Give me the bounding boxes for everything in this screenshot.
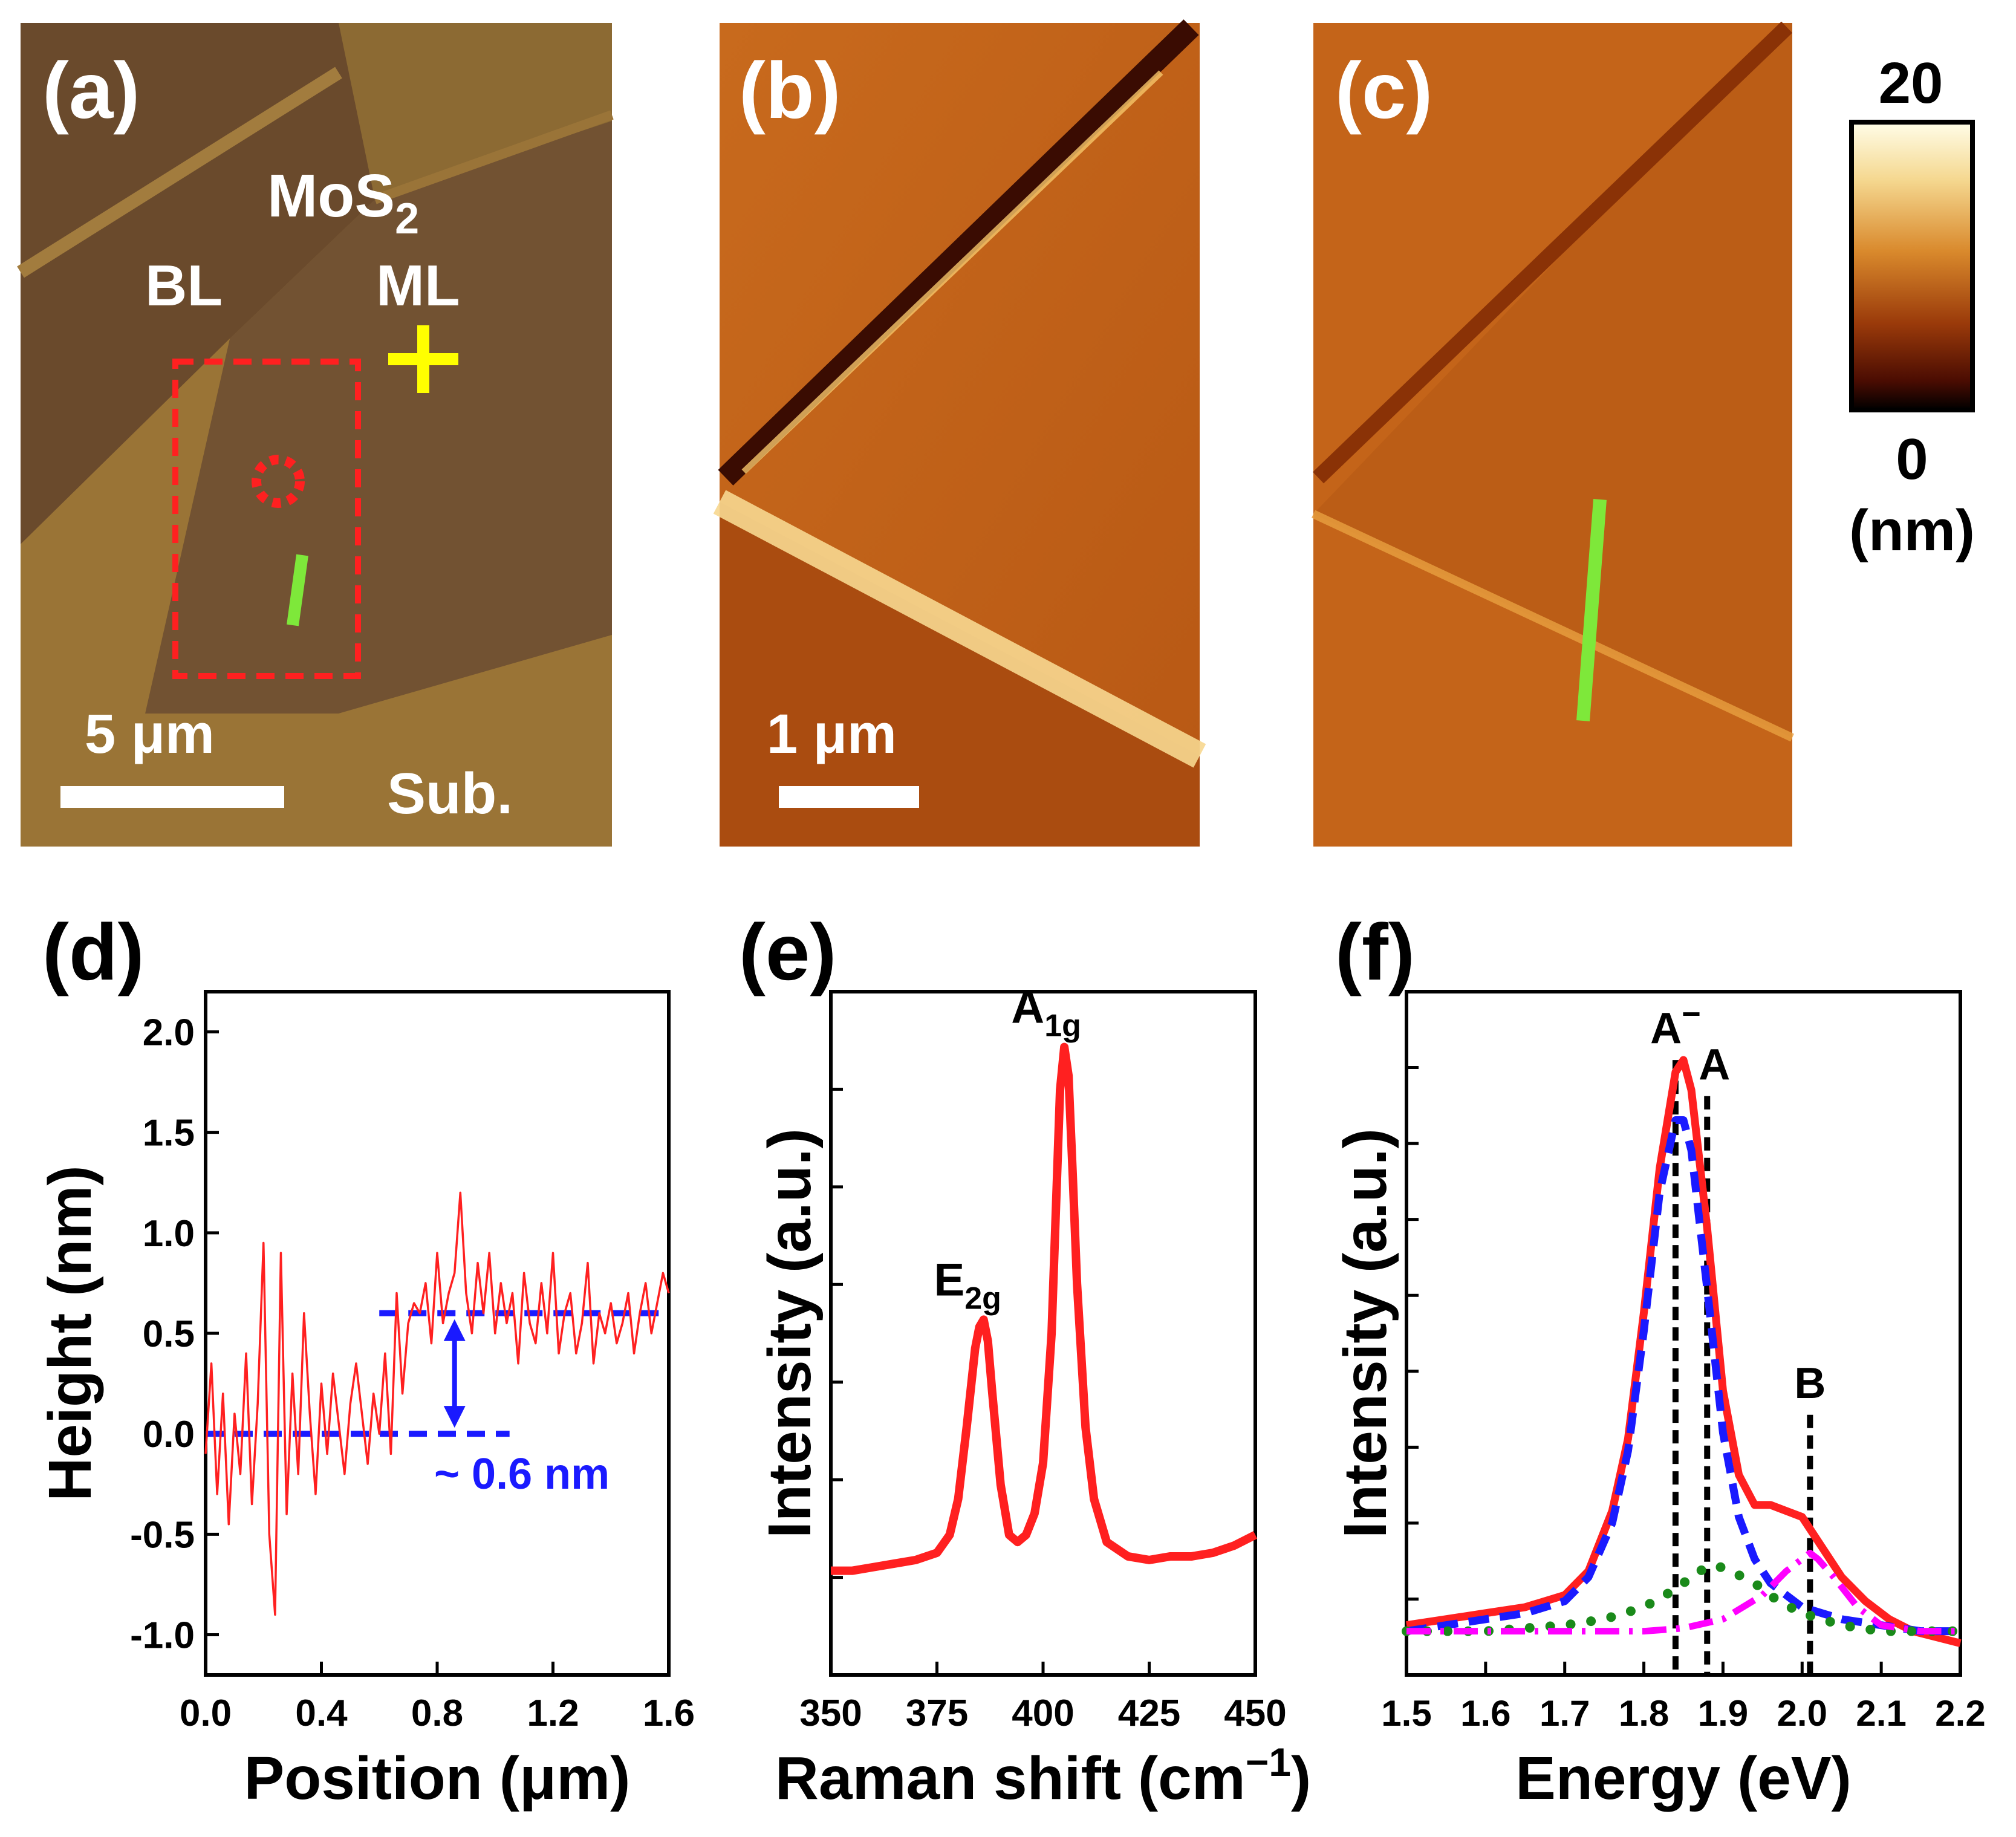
profile-line-c [1576, 499, 1607, 721]
ticks-f: 1.5 1.6 1.7 1.8 1.9 2.0 2.1 2.2 [1381, 1066, 1986, 1734]
guides-d [206, 1310, 669, 1437]
y-tick-label-d: 0.5 [143, 1313, 195, 1355]
xlabel-f: Energy (eV) [1515, 1744, 1852, 1812]
panel-a-letter: (a) [42, 46, 140, 135]
y-tick-label-d: 1.0 [143, 1213, 195, 1255]
panel-e: (e) 350 375 400 425 450 E2g A1g Raman shift (… [739, 908, 1311, 1812]
peak-label-e: E2g [934, 1254, 1001, 1316]
y-tick-label-d: -0.5 [130, 1514, 195, 1556]
ylabel-f: Intensity (a.u.) [1332, 1128, 1399, 1538]
flake-edge-line [17, 67, 342, 278]
y-tick-label-d: 0.0 [143, 1414, 195, 1455]
selection-box [172, 359, 361, 679]
x-tick-label-f: 2.0 [1777, 1693, 1827, 1734]
substrate-region [21, 339, 612, 847]
panel-e-letter: (e) [739, 908, 836, 997]
scale-label-b: 1 μm [767, 703, 897, 765]
panel-f: (f) 1.5 1.6 1.7 1.8 1.9 2.0 2.1 2.2 A−A B Energy… [1332, 908, 1986, 1812]
raman-spectrum-line [831, 1042, 1258, 1575]
arrow-head-down [443, 1406, 466, 1428]
pl-series-solid [1406, 1056, 1962, 1647]
laser-spot-marker [252, 455, 305, 508]
colorbar-gradient [1849, 120, 1975, 412]
series-d [204, 1191, 670, 1616]
scale-bar-a [60, 786, 284, 808]
peak-label-e: A1g [1011, 982, 1081, 1044]
material-label: MoS2 [267, 162, 419, 243]
scale-bar-b [779, 786, 919, 808]
x-tick-label-e: 400 [1012, 1692, 1074, 1734]
peak-marker-label: A− [1650, 996, 1701, 1053]
x-tick-label-f: 1.7 [1540, 1693, 1590, 1734]
crack-line-c [1312, 21, 1793, 484]
pl-series-dotted [1402, 1560, 1965, 1636]
plot-frame-e [829, 990, 1257, 1677]
panel-d-letter: (d) [42, 908, 145, 997]
pl-series-dashed [1406, 1116, 1960, 1636]
ticks-e: 350 375 400 425 450 [799, 1087, 1287, 1734]
arrow-head-up [443, 1319, 466, 1341]
x-tick-label-d: 0.4 [295, 1692, 348, 1734]
annotations-e: E2g A1g [934, 982, 1081, 1316]
lower-substrate-b [720, 502, 1200, 847]
panel-d: (d) 0.0 0.4 0.8 1.2 1.6 -1.0 -0.5 0.0 0.5 1.0 1.5 2… [36, 908, 695, 1812]
markers-f: A−A B [1650, 996, 1826, 1675]
bilayer-label: BL [145, 253, 223, 318]
monolayer-label: ML [376, 253, 460, 318]
y-tick-label-d: 1.5 [143, 1113, 195, 1154]
panel-f-letter: (f) [1335, 908, 1415, 997]
scale-label-a: 5 μm [85, 703, 215, 765]
bilayer-region [21, 23, 375, 544]
ml-cross-marker [388, 325, 458, 393]
xlabel-e: Raman shift (cm−1) [775, 1740, 1312, 1812]
ylabel-e: Intensity (a.u.) [756, 1128, 824, 1538]
panel-c: (c) [1312, 21, 1794, 847]
crack-line-b [718, 19, 1199, 486]
crack-highlight-b [741, 70, 1163, 474]
flake-edge-line-2 [373, 110, 614, 204]
x-tick-label-f: 1.8 [1619, 1693, 1669, 1734]
x-tick-label-d: 1.6 [643, 1692, 695, 1734]
series-e [831, 1042, 1258, 1575]
x-tick-label-d: 0.0 [180, 1692, 232, 1734]
y-tick-label-d: -1.0 [130, 1615, 195, 1657]
profile-line-a [287, 554, 308, 626]
ticks-d: 0.0 0.4 0.8 1.2 1.6 -1.0 -0.5 0.0 0.5 1.0 1.5 2.0 [130, 1012, 695, 1734]
colorbar-min-label: 0 [1896, 427, 1928, 492]
flake-region-c [1313, 23, 1792, 738]
colorbar: 20 0 (nm) [1849, 51, 1975, 563]
x-tick-label-e: 375 [906, 1692, 968, 1734]
x-tick-label-e: 350 [799, 1692, 862, 1734]
x-tick-label-e: 425 [1118, 1692, 1180, 1734]
height-profile-line [204, 1191, 670, 1616]
x-tick-label-f: 2.2 [1935, 1693, 1985, 1734]
monolayer-region [145, 121, 612, 714]
panel-b: (b) 1 μm [713, 19, 1206, 847]
peak-marker-label: A [1699, 1041, 1730, 1089]
substrate-label: Sub. [387, 761, 513, 826]
x-tick-label-f: 1.6 [1460, 1693, 1510, 1734]
panel-a: (a) MoS2 BL ML Sub. 5 μm [17, 23, 614, 847]
plot-frame-f [1405, 990, 1962, 1677]
y-tick-label-d: 2.0 [143, 1012, 195, 1053]
edge-line-c [1312, 510, 1794, 742]
x-tick-label-e: 450 [1224, 1692, 1286, 1734]
x-tick-label-f: 2.1 [1856, 1693, 1906, 1734]
series-f [1402, 1056, 1965, 1647]
colorbar-max-label: 20 [1879, 51, 1943, 115]
x-tick-label-d: 0.8 [411, 1692, 463, 1734]
ylabel-d: Height (nm) [36, 1165, 104, 1501]
bright-edge-b [713, 490, 1206, 768]
x-tick-label-f: 1.9 [1698, 1693, 1748, 1734]
annotation-d: ~ 0.6 nm [434, 1450, 610, 1498]
x-tick-label-d: 1.2 [527, 1692, 579, 1734]
peak-marker-label: B [1794, 1359, 1826, 1408]
pl-series-dashdot [1406, 1549, 1960, 1635]
panel-c-letter: (c) [1335, 46, 1432, 135]
xlabel-d: Position (μm) [244, 1744, 631, 1812]
panel-b-letter: (b) [739, 46, 841, 135]
x-tick-label-f: 1.5 [1381, 1693, 1431, 1734]
colorbar-unit-label: (nm) [1849, 498, 1975, 563]
